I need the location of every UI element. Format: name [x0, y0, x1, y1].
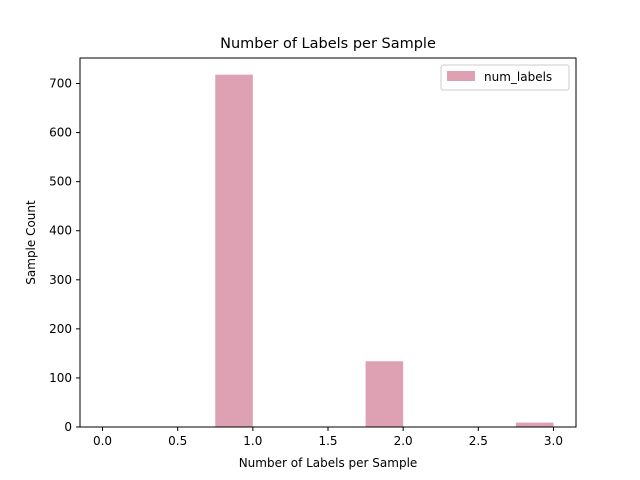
- y-tick-label: 200: [49, 322, 72, 336]
- y-tick-label: 500: [49, 175, 72, 189]
- y-tick-label: 700: [49, 77, 72, 91]
- y-tick-label: 300: [49, 273, 72, 287]
- legend: num_labels: [440, 64, 570, 91]
- x-tick-label: 3.0: [544, 434, 563, 448]
- y-axis-ticks: 0 100 200 300 400 500 600 700: [49, 77, 80, 434]
- legend-swatch: [447, 71, 475, 81]
- x-tick-label: 2.5: [469, 434, 488, 448]
- y-axis-label: Sample Count: [24, 200, 38, 285]
- x-axis-label: Number of Labels per Sample: [239, 456, 418, 470]
- histogram-bar-0: [215, 74, 253, 428]
- bars-group: [215, 74, 554, 428]
- x-tick-label: 0.5: [168, 434, 187, 448]
- y-tick-label: 100: [49, 371, 72, 385]
- x-axis-ticks: 0.0 0.5 1.0 1.5 2.0 2.5 3.0: [93, 427, 563, 448]
- x-tick-label: 1.0: [243, 434, 262, 448]
- chart-title: Number of Labels per Sample: [220, 36, 436, 52]
- x-tick-label: 0.0: [93, 434, 112, 448]
- plot-frame: [79, 57, 577, 428]
- histogram-bar-1: [365, 361, 404, 427]
- y-tick-label: 600: [49, 126, 72, 140]
- y-tick-label: 400: [49, 224, 72, 238]
- legend-label: num_labels: [484, 70, 552, 84]
- histogram-bar-2: [515, 422, 554, 427]
- x-tick-label: 1.5: [318, 434, 337, 448]
- y-tick-label: 0: [64, 420, 72, 434]
- x-tick-label: 2.0: [394, 434, 413, 448]
